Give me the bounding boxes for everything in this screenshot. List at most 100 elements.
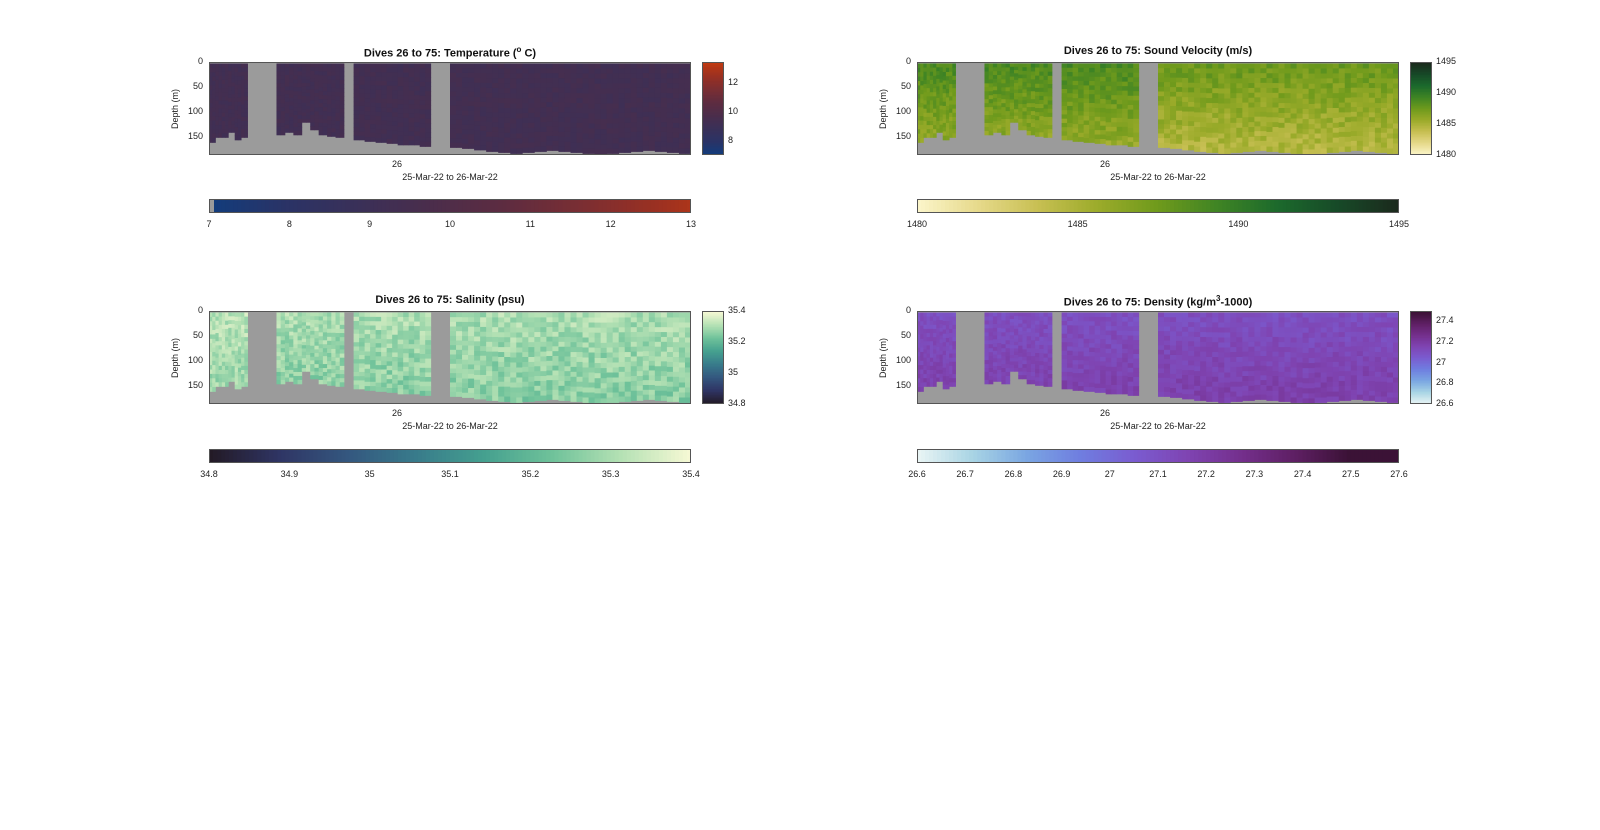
heatmap-cell [546, 63, 553, 69]
heatmap-cell [456, 335, 463, 341]
heatmap-cell [1326, 112, 1334, 119]
heatmap-cell [339, 108, 345, 114]
heatmap-cell [1047, 112, 1053, 118]
heatmap-cell [1308, 134, 1316, 140]
heatmap-cell [642, 312, 650, 318]
heatmap-cell [1392, 143, 1399, 149]
heatmap-cell [486, 92, 493, 99]
heatmap-cell [209, 120, 213, 126]
heatmap-cell [209, 369, 213, 375]
heatmap-cell [284, 354, 290, 359]
heatmap-cell [558, 312, 565, 318]
colorbar-swatch [1258, 199, 1263, 213]
heatmap-cell [381, 138, 388, 143]
heatmap-cell [564, 356, 571, 362]
heatmap-cell [297, 316, 303, 321]
heatmap-cell [564, 107, 571, 113]
heatmap-cell [297, 103, 303, 108]
heatmap-cell [1218, 98, 1225, 104]
heatmap-cell [403, 335, 410, 341]
heatmap-cell [1089, 111, 1096, 117]
heatmap-cell [318, 336, 324, 341]
heatmap-cell [1278, 122, 1285, 129]
heatmap-cell [364, 98, 371, 103]
colorbar-swatch [702, 86, 724, 89]
heatmap-cell [381, 124, 388, 130]
heatmap-cell [1164, 72, 1171, 78]
heatmap-cell [474, 101, 481, 108]
heatmap-cell [335, 316, 341, 322]
heatmap-cell [594, 347, 602, 354]
colorbar-swatch [1410, 119, 1432, 122]
heatmap-cell [997, 63, 1002, 68]
heatmap-cell [1001, 83, 1006, 88]
heatmap-cell [306, 92, 311, 97]
heatmap-cell [534, 317, 541, 323]
heatmap-cell [1194, 131, 1201, 138]
colorbar-swatch [702, 125, 724, 128]
heatmap-cell [600, 383, 608, 389]
heatmap-cell [1308, 78, 1316, 85]
heatmap-cell [917, 63, 921, 69]
heatmap-cell [624, 312, 632, 318]
heatmap-cell [534, 341, 541, 348]
heatmap-cell [414, 140, 421, 146]
heatmap-cell [1083, 63, 1090, 69]
heatmap-cell [648, 92, 656, 98]
heatmap-cell [997, 82, 1002, 87]
heatmap-cell [1009, 99, 1015, 104]
heatmap-cell [1374, 93, 1382, 99]
heatmap-cell [310, 323, 315, 328]
heatmap-cell [456, 349, 463, 355]
heatmap-cell [322, 332, 328, 337]
heatmap-cell [225, 120, 229, 126]
heatmap-cell [1018, 107, 1023, 112]
heatmap-cell [353, 337, 360, 343]
heatmap-cell [241, 71, 245, 77]
heatmap-cell [606, 98, 614, 104]
heatmap-cell [1100, 125, 1107, 131]
heatmap-cell [1350, 68, 1358, 74]
heatmap-cell [1105, 90, 1112, 96]
heatmap-cell [1083, 120, 1090, 126]
heatmap-cell [1338, 112, 1346, 118]
heatmap-cell [516, 68, 523, 74]
heatmap-cell [359, 122, 366, 128]
heatmap-cell [1194, 97, 1201, 104]
colorbar-swatch [702, 328, 724, 331]
heatmap-cell [322, 95, 328, 100]
heatmap-cell [231, 117, 236, 122]
heatmap-cell [353, 342, 360, 347]
heatmap-cell [1254, 73, 1261, 79]
heatmap-cell [480, 355, 487, 361]
heatmap-cell [310, 353, 315, 358]
heatmap-cell [425, 95, 432, 101]
colorbar-swatch [1206, 199, 1211, 213]
heatmap-cell [684, 63, 691, 69]
heatmap-cell [212, 316, 216, 322]
heatmap-cell [306, 315, 311, 320]
heatmap-cell [408, 339, 415, 345]
heatmap-cell [564, 73, 571, 79]
heatmap-cell [672, 312, 680, 318]
heatmap-cell [558, 112, 565, 118]
heatmap-cell [474, 370, 481, 376]
heatmap-cell [678, 377, 686, 383]
heatmap-cell [510, 103, 517, 109]
heatmap-cell [1284, 137, 1291, 143]
heatmap-cell [425, 358, 432, 364]
heatmap-cell [306, 89, 311, 94]
heatmap-cell [510, 332, 517, 338]
heatmap-cell [218, 374, 223, 379]
heatmap-cell [231, 320, 236, 325]
heatmap-cell [600, 398, 608, 404]
heatmap-cell [225, 84, 229, 89]
heatmap-cell [486, 371, 493, 377]
heatmap-cell [289, 124, 294, 129]
heatmap-cell [1047, 100, 1053, 105]
heatmap-cell [289, 82, 294, 87]
heatmap-cell [618, 103, 626, 109]
heatmap-cell [540, 332, 547, 338]
heatmap-cell [486, 341, 493, 348]
heatmap-cell [933, 112, 937, 118]
